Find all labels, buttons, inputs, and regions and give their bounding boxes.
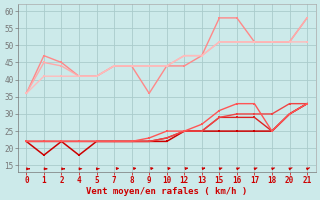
X-axis label: Vent moyen/en rafales ( km/h ): Vent moyen/en rafales ( km/h ): [86, 187, 247, 196]
